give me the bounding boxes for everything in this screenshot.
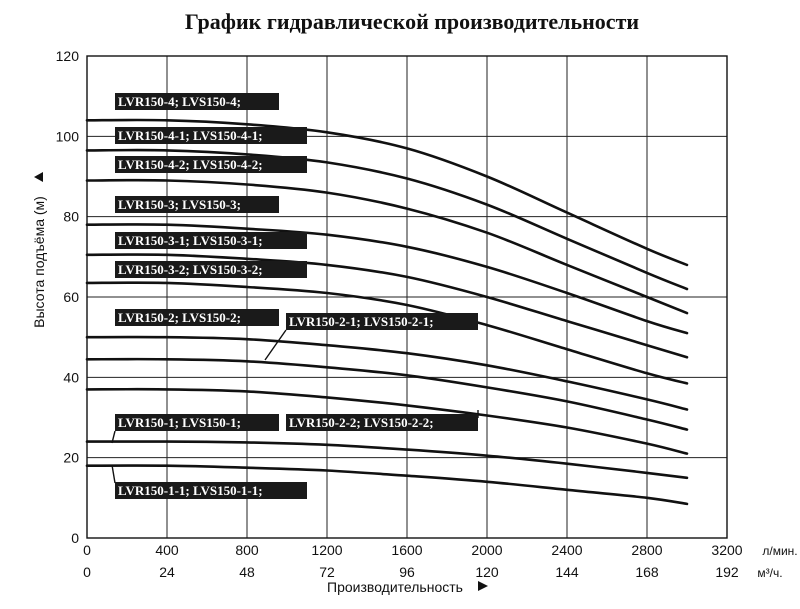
curve-label-bg <box>286 414 478 431</box>
x-tick-label: 800 <box>235 542 259 558</box>
y-tick-label: 120 <box>56 48 80 64</box>
curve-label: LVR150-4-2; LVS150-4-2; <box>118 157 263 172</box>
series-line <box>85 253 689 359</box>
x-tick-label-secondary: 0 <box>83 564 91 580</box>
curves <box>85 118 689 506</box>
series-line <box>85 440 689 480</box>
series-line <box>85 357 689 431</box>
curve-label: LVR150-1-1; LVS150-1-1; <box>118 483 263 498</box>
series-line <box>85 148 689 291</box>
series-line <box>85 464 689 506</box>
curve-label-bg <box>115 414 279 431</box>
y-tick-label: 40 <box>63 369 79 385</box>
x-tick-label: 400 <box>155 542 179 558</box>
series-line <box>85 118 689 267</box>
x-tick-label-secondary: 72 <box>319 564 335 580</box>
series-line <box>85 223 689 335</box>
curve-label: LVR150-2-1; LVS150-2-1; <box>289 314 434 329</box>
plot-frame <box>86 55 728 539</box>
curve-label: LVR150-2-2; LVS150-2-2; <box>289 415 434 430</box>
curve-label: LVR150-4-1; LVS150-4-1; <box>118 128 263 143</box>
curve-label-bg <box>115 127 307 144</box>
x-tick-label-secondary: 48 <box>239 564 255 580</box>
curve-label-bg <box>115 196 279 213</box>
curve-label-bg <box>115 232 307 249</box>
x-tick-label: 1200 <box>311 542 342 558</box>
y-tick-label: 60 <box>63 289 79 305</box>
series-line <box>85 178 689 315</box>
label-leader-line <box>111 430 116 444</box>
curve-label: LVR150-3-1; LVS150-3-1; <box>118 233 263 248</box>
x-axis-title: Производительность <box>327 579 488 595</box>
curve-label-bg <box>115 261 307 278</box>
x-axis-arrow-icon <box>478 581 488 591</box>
curve-labels: LVR150-4; LVS150-4; LVR150-4-1; LVS150-4-… <box>115 93 478 499</box>
y-axis-title: Высота подъёма (м) <box>31 172 47 328</box>
x-tick-label: 3200 <box>711 542 742 558</box>
x-tick-label: 2400 <box>551 542 582 558</box>
series-line <box>85 387 689 455</box>
y-tick-label: 20 <box>63 450 79 466</box>
x-unit-secondary: м³/ч. <box>757 566 782 580</box>
curve-label-bg <box>286 313 478 330</box>
x-tick-label: 2800 <box>631 542 662 558</box>
curve-label: LVR150-4; LVS150-4; <box>118 94 241 109</box>
curve-label: LVR150-2; LVS150-2; <box>118 310 241 325</box>
x-tick-label-secondary: 144 <box>555 564 579 580</box>
y-axis-label: Высота подъёма (м) <box>31 196 47 328</box>
curve-label-bg <box>115 309 279 326</box>
x-tick-label: 0 <box>83 542 91 558</box>
x-axis-label: Производительность <box>327 579 463 595</box>
x-tick-label-secondary: 192 <box>715 564 739 580</box>
curve-label: LVR150-1; LVS150-1; <box>118 415 241 430</box>
curve-label-bg <box>115 93 279 110</box>
label-leader-line <box>264 329 287 361</box>
x-tick-label-secondary: 168 <box>635 564 659 580</box>
series-line <box>85 335 689 411</box>
chart-title: График гидравлической производительности <box>185 9 639 34</box>
curve-label: LVR150-3-2; LVS150-3-2; <box>118 262 263 277</box>
y-tick-label: 0 <box>71 530 79 546</box>
y-tick-label: 100 <box>56 128 80 144</box>
x-tick-label: 1600 <box>391 542 422 558</box>
x-tick-label: 2000 <box>471 542 502 558</box>
x-tick-label-secondary: 96 <box>399 564 415 580</box>
x-unit-primary: л/мин. <box>762 544 797 558</box>
curve-label-bg <box>115 482 307 499</box>
curve-label: LVR150-3; LVS150-3; <box>118 197 241 212</box>
y-axis-arrow-icon <box>34 172 43 182</box>
label-leader-line <box>111 464 116 484</box>
x-tick-label-secondary: 120 <box>475 564 499 580</box>
x-tick-label-secondary: 24 <box>159 564 175 580</box>
series-line <box>85 281 689 385</box>
y-tick-label: 80 <box>63 209 79 225</box>
curve-label-bg <box>115 156 307 173</box>
